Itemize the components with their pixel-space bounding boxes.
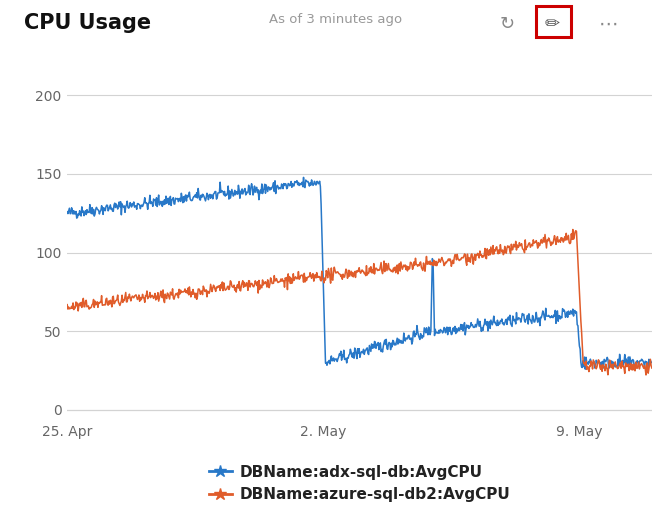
Text: ✏: ✏ [545, 15, 560, 33]
Text: As of 3 minutes ago: As of 3 minutes ago [269, 13, 403, 26]
Text: ⋯: ⋯ [598, 15, 618, 34]
Text: CPU Usage: CPU Usage [24, 13, 151, 34]
Legend: DBName:adx-sql-db:AvgCPU, DBName:azure-sql-db2:AvgCPU: DBName:adx-sql-db:AvgCPU, DBName:azure-s… [203, 459, 516, 509]
Text: ↻: ↻ [500, 15, 515, 33]
